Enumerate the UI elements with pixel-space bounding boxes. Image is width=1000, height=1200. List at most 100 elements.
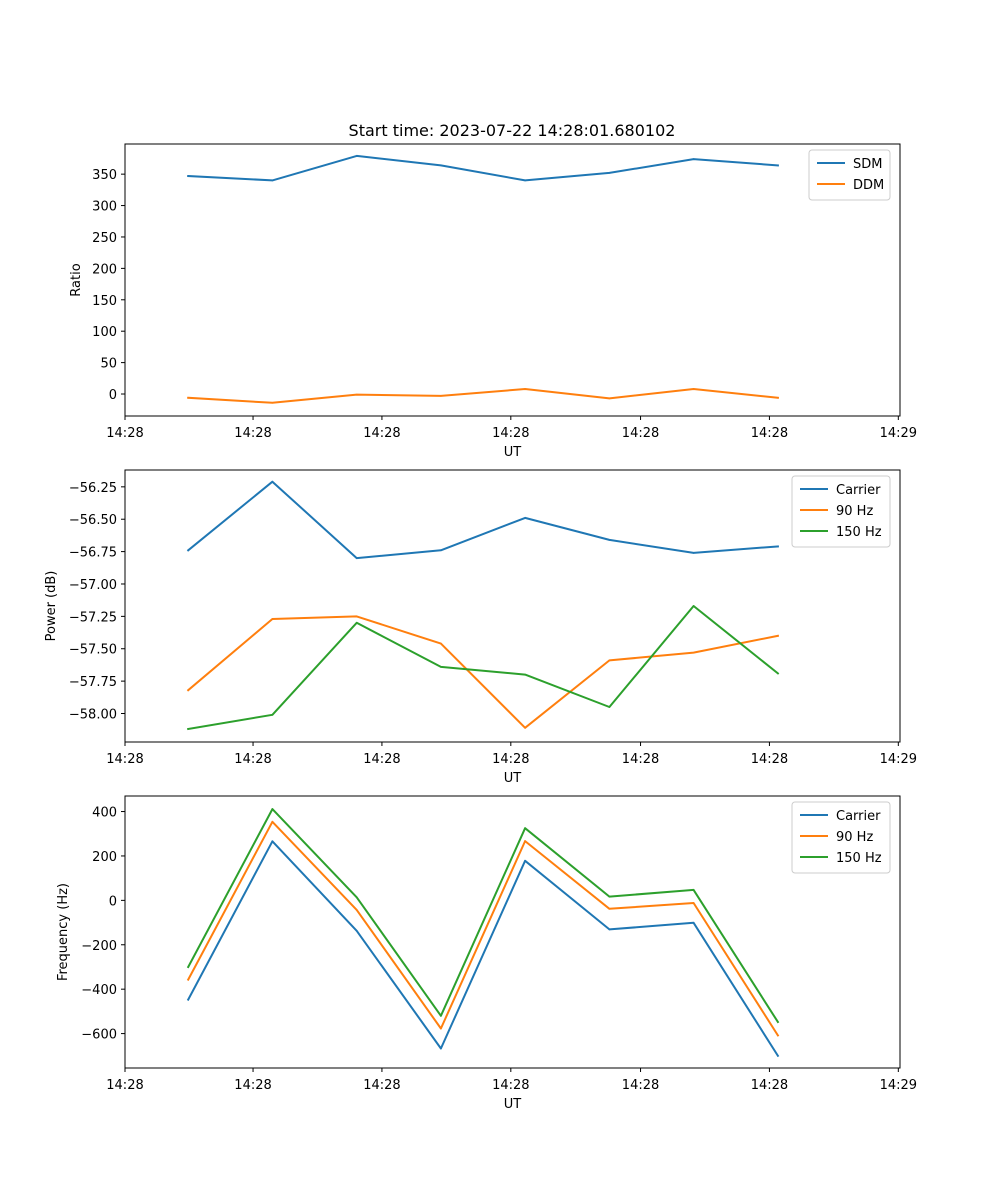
data-point (271, 808, 274, 810)
series-line-sdm (187, 154, 779, 182)
data-point (608, 172, 611, 174)
data-point (692, 651, 695, 654)
legend-frame (791, 475, 891, 548)
data-point (692, 552, 695, 554)
data-point (355, 557, 358, 559)
data-point (271, 402, 274, 404)
data-point (777, 545, 779, 548)
x-tick-label: 14:28 (492, 1078, 529, 1093)
chart-title: Start time: 2023-07-22 14:28:01.680102 (349, 121, 676, 140)
legend-frame (791, 801, 891, 874)
data-point (692, 889, 695, 891)
legend-label: 90 Hz (836, 504, 873, 519)
y-tick-label: 200 (92, 262, 117, 277)
axes-frame (124, 795, 901, 1069)
y-tick-label: −600 (81, 1028, 117, 1043)
legend: Carrier 90 Hz 150 Hz (791, 475, 891, 548)
series-line-carrier (186, 480, 779, 560)
x-tick-label: 14:28 (492, 426, 529, 441)
data-point (355, 615, 358, 618)
subplot-3: 14:28 14:28 14:28 14:28 14:28 14:28 14:29 −600 −… (56, 795, 917, 1112)
y-tick-label: 350 (92, 168, 117, 183)
legend-label: Carrier (836, 809, 881, 824)
data-point (440, 1015, 442, 1017)
y-tick-label: −56.75 (69, 546, 117, 561)
data-point (524, 179, 526, 182)
y-tick-label: 300 (92, 200, 117, 215)
data-point (187, 978, 189, 981)
y-tick-label: 100 (92, 325, 117, 340)
data-point (777, 164, 779, 167)
legend-label: 150 Hz (836, 851, 882, 866)
x-tick-label: 14:28 (751, 752, 788, 767)
data-point (692, 158, 695, 160)
data-point (777, 1021, 779, 1023)
y-tick-label: −57.00 (69, 578, 117, 593)
x-axis-label: UT (504, 445, 522, 460)
data-point (440, 549, 442, 552)
data-point (440, 642, 442, 645)
data-point (355, 155, 358, 157)
data-point (777, 672, 779, 675)
data-point (187, 966, 189, 968)
data-point (524, 388, 526, 390)
series-line-carrier (186, 840, 780, 1058)
y-tick-label: −57.50 (69, 643, 117, 658)
y-tick-label: 400 (92, 806, 117, 821)
y-tick-label: 50 (100, 357, 117, 372)
x-tick-label: 14:29 (880, 1078, 917, 1093)
series-line-90-hz (186, 615, 780, 729)
data-point (187, 396, 189, 399)
data-point (355, 393, 358, 396)
legend-label: 150 Hz (836, 525, 882, 540)
legend-label: SDM (853, 157, 882, 172)
x-tick-label: 14:28 (106, 426, 143, 441)
y-tick-label: 200 (92, 850, 117, 865)
data-point (187, 175, 189, 177)
data-point (777, 1034, 779, 1037)
data-point (271, 480, 274, 483)
series-line-90-hz (186, 820, 780, 1037)
x-tick-label: 14:29 (880, 752, 917, 767)
y-tick-label: −200 (81, 939, 117, 954)
data-point (271, 714, 274, 716)
data-point (692, 388, 695, 390)
y-tick-label: 0 (109, 894, 117, 909)
data-point (524, 840, 526, 842)
legend-label: 90 Hz (836, 830, 873, 845)
data-point (608, 397, 611, 400)
data-point (777, 634, 779, 637)
legend-label: Carrier (836, 483, 881, 498)
data-point (692, 605, 695, 607)
x-axis-label: UT (504, 771, 522, 786)
data-point (524, 860, 526, 862)
y-tick-label: 250 (92, 231, 117, 246)
data-point (271, 820, 274, 823)
data-point (608, 907, 611, 910)
data-point (440, 395, 442, 397)
x-axis-label: UT (504, 1097, 522, 1112)
y-tick-label: 0 (109, 388, 117, 403)
data-point (355, 909, 358, 911)
subplot-2: 14:28 14:28 14:28 14:28 14:28 14:28 14:29 −58.0… (44, 469, 917, 786)
x-tick-label: 14:29 (880, 426, 917, 441)
x-tick-label: 14:28 (622, 1078, 659, 1093)
data-point (524, 673, 526, 676)
y-tick-label: −57.25 (69, 610, 117, 625)
x-tick-label: 14:28 (622, 426, 659, 441)
data-point (777, 1054, 779, 1057)
x-tick-label: 14:28 (363, 752, 400, 767)
x-tick-label: 14:28 (106, 1078, 143, 1093)
data-point (187, 728, 189, 730)
series-line-150-hz (186, 808, 780, 1024)
y-tick-label: −56.50 (69, 513, 117, 528)
y-tick-label: −56.25 (69, 481, 117, 496)
y-tick-label: 150 (92, 294, 117, 309)
x-tick-label: 14:28 (363, 1078, 400, 1093)
data-point (271, 179, 274, 182)
series-line-150-hz (187, 605, 780, 731)
data-point (355, 896, 358, 899)
data-point (608, 895, 611, 898)
data-point (187, 549, 189, 552)
